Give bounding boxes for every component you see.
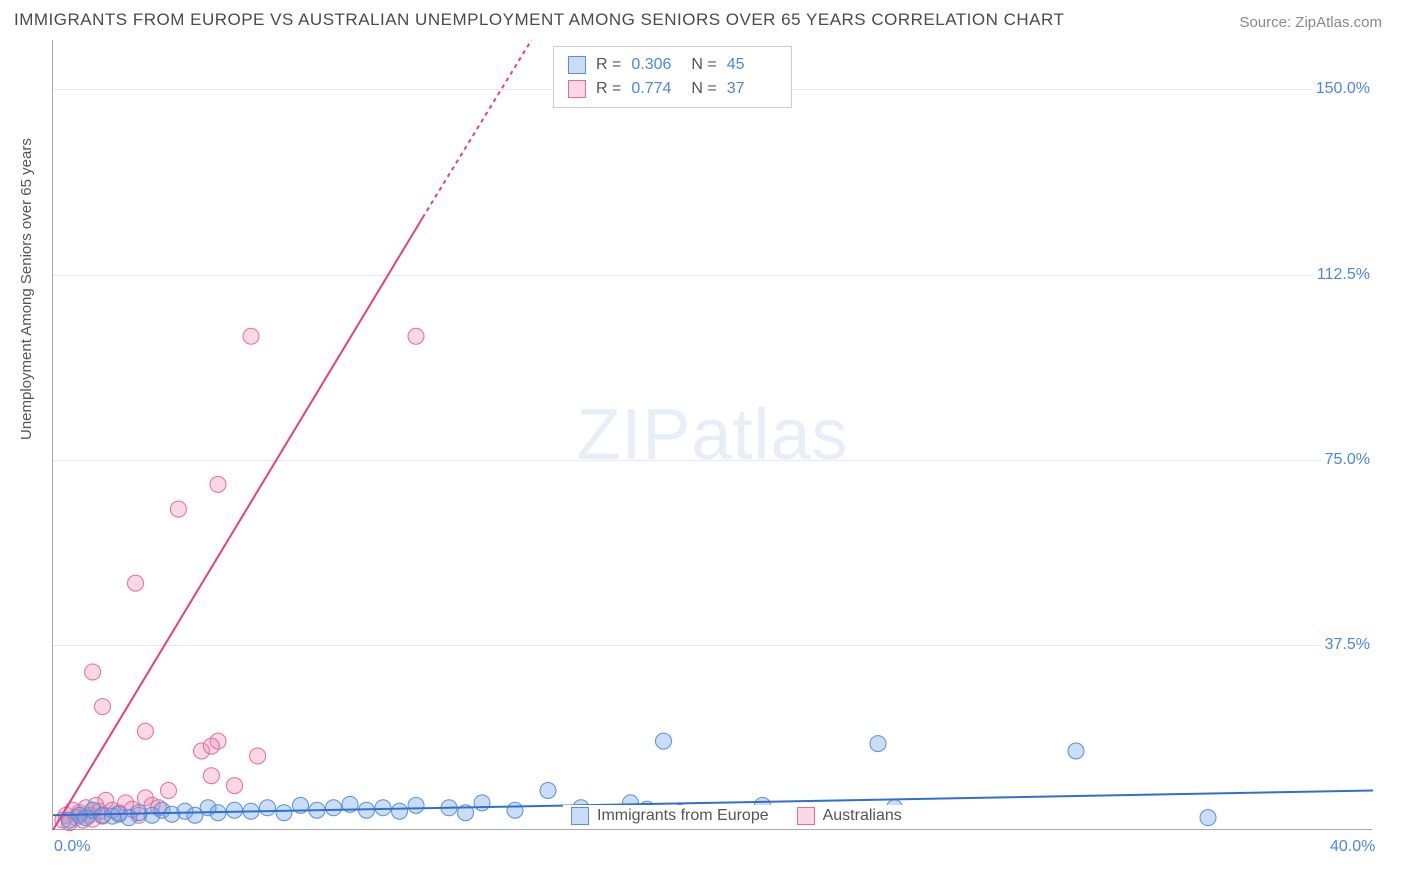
legend-swatch-series2 (797, 807, 815, 825)
data-point (227, 778, 243, 794)
r-label-1: R = (596, 53, 621, 77)
plot-area: ZIPatlas 37.5%75.0%112.5%150.0% R = 0.30… (52, 40, 1372, 830)
data-point (243, 328, 259, 344)
data-point (210, 476, 226, 492)
x-max-label: 40.0% (1330, 838, 1375, 856)
data-point (408, 797, 424, 813)
data-point (203, 738, 219, 754)
stats-row-series2: R = 0.774 N = 37 (568, 77, 777, 101)
y-axis-label: Unemployment Among Seniors over 65 years (18, 138, 35, 440)
chart-svg (53, 40, 1372, 829)
legend-label-series1: Immigrants from Europe (597, 807, 769, 825)
trend-line (423, 40, 532, 218)
swatch-series1 (568, 56, 586, 74)
legend-swatch-series1 (571, 807, 589, 825)
n-value-2: 37 (727, 77, 777, 101)
stats-row-series1: R = 0.306 N = 45 (568, 53, 777, 77)
data-point (408, 328, 424, 344)
trend-line (53, 218, 423, 830)
data-point (250, 748, 266, 764)
data-point (227, 802, 243, 818)
r-value-1: 0.306 (631, 53, 681, 77)
data-point (474, 795, 490, 811)
data-point (260, 800, 276, 816)
data-point (137, 723, 153, 739)
r-value-2: 0.774 (631, 77, 681, 101)
origin-label: 0.0% (54, 838, 90, 856)
r-label-2: R = (596, 77, 621, 101)
n-label-1: N = (691, 53, 716, 77)
data-point (326, 800, 342, 816)
data-point (161, 783, 177, 799)
data-point (1200, 810, 1216, 826)
legend-item-series2: Australians (797, 807, 902, 825)
data-point (392, 803, 408, 819)
stats-box: R = 0.306 N = 45 R = 0.774 N = 37 (553, 46, 792, 108)
legend-label-series2: Australians (823, 807, 902, 825)
data-point (85, 664, 101, 680)
n-label-2: N = (691, 77, 716, 101)
swatch-series2 (568, 80, 586, 98)
data-point (656, 733, 672, 749)
data-point (507, 802, 523, 818)
data-point (276, 805, 292, 821)
data-point (95, 699, 111, 715)
data-point (170, 501, 186, 517)
data-point (203, 768, 219, 784)
chart-title: IMMIGRANTS FROM EUROPE VS AUSTRALIAN UNE… (14, 10, 1064, 30)
bottom-legend: Immigrants from Europe Australians (563, 805, 910, 827)
legend-item-series1: Immigrants from Europe (571, 807, 769, 825)
data-point (375, 800, 391, 816)
data-point (128, 575, 144, 591)
data-point (540, 783, 556, 799)
n-value-1: 45 (727, 53, 777, 77)
data-point (870, 736, 886, 752)
data-point (1068, 743, 1084, 759)
source-attribution: Source: ZipAtlas.com (1239, 14, 1382, 31)
